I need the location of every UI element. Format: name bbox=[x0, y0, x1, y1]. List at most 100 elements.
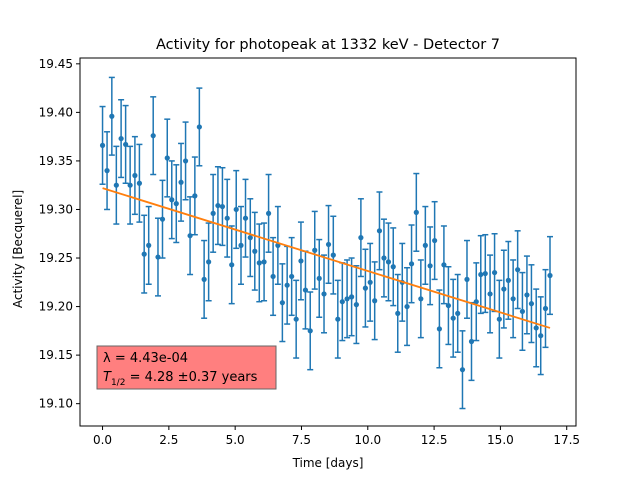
marker bbox=[455, 310, 461, 316]
data-point bbox=[201, 239, 208, 319]
marker bbox=[339, 299, 345, 305]
fit-annotation-box: λ = 4.43e-04 T1/2 = 4.28 ±0.37 years bbox=[96, 345, 277, 390]
data-point bbox=[108, 76, 115, 156]
data-point bbox=[131, 135, 138, 216]
data-point bbox=[459, 330, 466, 410]
chart-title: Activity for photopeak at 1332 keV - Det… bbox=[156, 37, 500, 53]
data-point bbox=[219, 166, 226, 247]
data-point bbox=[353, 265, 360, 345]
marker bbox=[427, 263, 433, 269]
marker bbox=[422, 242, 428, 248]
marker bbox=[353, 302, 359, 308]
marker bbox=[155, 254, 161, 260]
data-point bbox=[122, 104, 129, 185]
data-point bbox=[408, 224, 415, 304]
marker bbox=[491, 269, 498, 276]
marker bbox=[528, 301, 535, 307]
marker bbox=[302, 287, 309, 293]
data-point bbox=[150, 96, 157, 176]
y-tick-label: 19.15 bbox=[39, 348, 73, 362]
marker bbox=[238, 242, 244, 248]
marker bbox=[487, 291, 493, 297]
marker bbox=[104, 168, 110, 174]
data-point bbox=[159, 179, 166, 259]
data-point bbox=[145, 205, 152, 285]
marker bbox=[99, 142, 106, 148]
y-tick-label: 19.40 bbox=[39, 105, 73, 119]
data-point bbox=[178, 142, 185, 222]
data-point bbox=[440, 225, 447, 305]
data-point bbox=[251, 211, 258, 291]
data-point bbox=[496, 279, 503, 359]
marker bbox=[229, 262, 235, 268]
marker bbox=[289, 273, 295, 280]
data-point bbox=[348, 257, 355, 337]
marker bbox=[538, 333, 544, 339]
y-axis-label: Activity [Becquerel] bbox=[11, 190, 25, 308]
x-tick-label: 17.5 bbox=[553, 433, 580, 447]
data-point bbox=[431, 200, 438, 281]
data-point bbox=[279, 263, 286, 343]
marker bbox=[408, 261, 415, 267]
data-point bbox=[436, 289, 443, 369]
data-point bbox=[191, 156, 198, 236]
data-point bbox=[528, 264, 535, 344]
y-tick-label: 19.10 bbox=[39, 397, 73, 411]
decay-constant-text: λ = 4.43e-04 bbox=[103, 351, 188, 366]
x-tick-label: 2.5 bbox=[159, 433, 178, 447]
marker bbox=[146, 242, 152, 248]
data-point bbox=[371, 261, 378, 341]
marker bbox=[519, 308, 526, 315]
marker bbox=[482, 270, 488, 277]
marker bbox=[136, 180, 143, 186]
marker bbox=[150, 133, 156, 139]
data-point bbox=[422, 205, 429, 285]
x-tick-label: 10.0 bbox=[354, 433, 381, 447]
data-point bbox=[367, 242, 374, 322]
marker bbox=[298, 258, 304, 264]
data-point bbox=[542, 268, 549, 349]
marker bbox=[118, 135, 124, 142]
y-axis: 19.10 19.15 19.20 19.25 19.30 19.35 19.40 19.45 bbox=[39, 57, 80, 411]
data-point bbox=[297, 221, 304, 301]
marker bbox=[390, 264, 396, 270]
data-point bbox=[182, 121, 189, 201]
x-tick-label: 5.0 bbox=[226, 433, 245, 447]
marker bbox=[496, 316, 502, 322]
data-point bbox=[427, 226, 434, 306]
data-point bbox=[99, 105, 106, 185]
plot-area bbox=[99, 76, 554, 410]
marker bbox=[321, 291, 327, 297]
marker bbox=[515, 267, 521, 273]
data-point bbox=[380, 218, 387, 298]
data-point bbox=[463, 239, 470, 319]
marker bbox=[367, 279, 373, 285]
marker bbox=[252, 248, 258, 254]
marker bbox=[450, 315, 456, 321]
y-tick-label: 19.25 bbox=[39, 251, 73, 265]
marker bbox=[325, 241, 332, 248]
x-axis-label: Time [days] bbox=[292, 456, 364, 470]
data-point bbox=[334, 279, 341, 359]
marker bbox=[178, 179, 184, 185]
marker bbox=[395, 310, 401, 316]
marker bbox=[436, 326, 443, 332]
marker bbox=[335, 316, 341, 322]
marker bbox=[293, 316, 299, 322]
marker bbox=[215, 202, 221, 209]
marker bbox=[459, 367, 466, 373]
marker bbox=[256, 260, 262, 266]
marker bbox=[265, 210, 272, 216]
marker bbox=[381, 255, 387, 261]
data-point bbox=[293, 279, 300, 359]
marker bbox=[192, 193, 198, 199]
data-point bbox=[168, 160, 175, 240]
fit-line bbox=[102, 187, 551, 329]
marker bbox=[441, 262, 447, 268]
data-point bbox=[154, 217, 161, 297]
x-tick-label: 7.5 bbox=[292, 433, 311, 447]
data-point bbox=[473, 262, 480, 342]
marker bbox=[372, 298, 378, 304]
marker bbox=[201, 276, 207, 282]
data-point bbox=[224, 178, 231, 258]
